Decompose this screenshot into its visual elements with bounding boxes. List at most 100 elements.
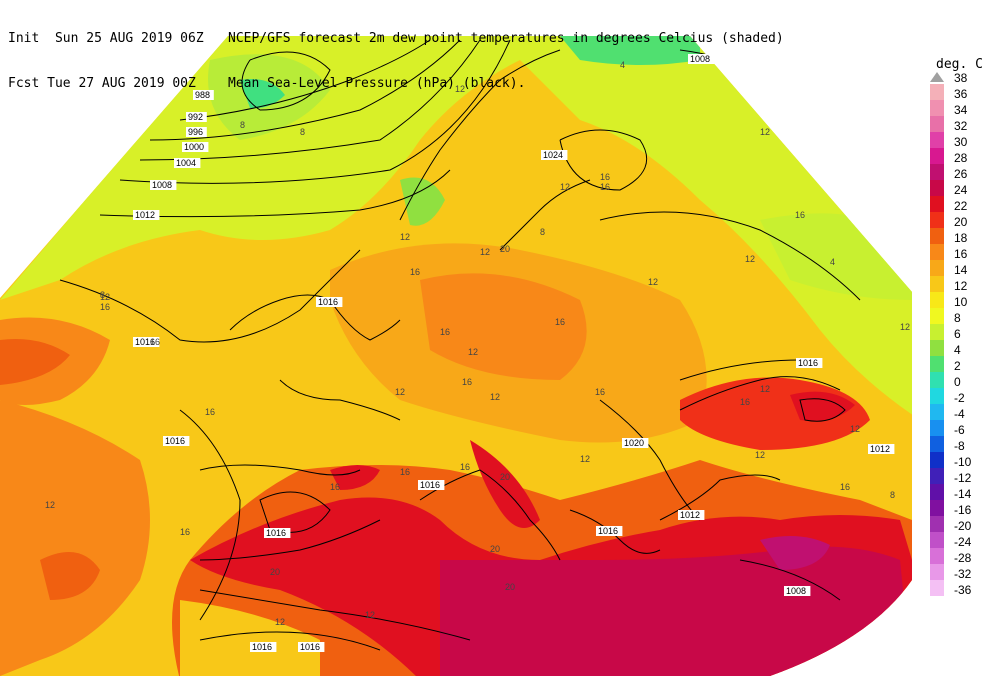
pressure-label-bg: [133, 337, 160, 347]
pressure-label-bg: [596, 526, 623, 536]
legend-swatch: [930, 292, 944, 308]
legend-label: -12: [954, 471, 972, 485]
legend-swatch: [930, 84, 944, 100]
legend-swatch: [930, 532, 944, 548]
dewpoint-label: 20: [505, 582, 515, 592]
legend-label: 16: [954, 247, 968, 261]
dewpoint-label: 8: [540, 227, 545, 237]
legend-label: -20: [954, 519, 972, 533]
legend-label: -2: [954, 391, 965, 405]
pressure-label-bg: [193, 90, 214, 100]
legend-label: -16: [954, 503, 972, 517]
dewpoint-label: 12: [100, 292, 110, 302]
dewpoint-label: 16: [555, 317, 565, 327]
dewpoint-label: 12: [745, 254, 755, 264]
pressure-label: 992: [188, 112, 203, 122]
dewpoint-label: 4: [620, 60, 625, 70]
init-time: Init Sun 25 AUG 2019 06Z: [8, 31, 204, 46]
dewpoint-label: 12: [900, 322, 910, 332]
dewpoint-label: 4: [830, 257, 835, 267]
dewpoint-label: 12: [760, 127, 770, 137]
pressure-label-bg: [796, 358, 823, 368]
legend-label: 24: [954, 183, 968, 197]
pressure-label-bg: [133, 210, 160, 220]
forecast-time: Fcst Tue 27 AUG 2019 00Z: [8, 76, 196, 91]
dewpoint-label: 12: [560, 182, 570, 192]
pressure-label: 1016: [318, 297, 338, 307]
dewpoint-label: 16: [600, 172, 610, 182]
dewpoint-label: 16: [795, 210, 805, 220]
dewpoint-label: 16: [840, 482, 850, 492]
legend-swatch: [930, 388, 944, 404]
pressure-label-bg: [250, 642, 277, 652]
pressure-label: 1016: [165, 436, 185, 446]
pressure-label-bg: [298, 642, 325, 652]
legend-swatch: [930, 548, 944, 564]
pressure-label: 1008: [690, 54, 710, 64]
legend-label: -8: [954, 439, 965, 453]
pressure-label-bg: [622, 438, 649, 448]
dewpoint-label: 16: [330, 482, 340, 492]
pressure-label: 988: [195, 90, 210, 100]
legend-label: 6: [954, 327, 961, 341]
dewpoint-label: 12: [468, 347, 478, 357]
legend-label: 4: [954, 343, 961, 357]
legend-swatch: [930, 516, 944, 532]
pressure-label: 1016: [420, 480, 440, 490]
dewpoint-label: 16: [462, 377, 472, 387]
legend-label: 26: [954, 167, 968, 181]
legend-swatch: [930, 116, 944, 132]
legend-swatch: [930, 180, 944, 196]
dewpoint-label: 20: [490, 544, 500, 554]
pressure-label: 1016: [598, 526, 618, 536]
coastlines: [199, 49, 841, 641]
pressure-label: 1012: [680, 510, 700, 520]
pressure-label-bg: [868, 444, 895, 454]
legend-swatch: [930, 324, 944, 340]
legend-swatch: [930, 196, 944, 212]
pressure-label-bg: [186, 112, 207, 122]
dewpoint-label: 12: [275, 617, 285, 627]
pressure-label: 1016: [252, 642, 272, 652]
pressure-label-bg: [541, 150, 568, 160]
legend-swatch: [930, 436, 944, 452]
dewpoint-label: 12: [395, 387, 405, 397]
legend-label: -6: [954, 423, 965, 437]
dewpoint-label: 16: [440, 327, 450, 337]
legend-swatch: [930, 484, 944, 500]
legend-swatch: [930, 212, 944, 228]
legend-label: 30: [954, 135, 968, 149]
legend-label: -4: [954, 407, 965, 421]
legend-swatch: [930, 500, 944, 516]
legend-label: -24: [954, 535, 972, 549]
legend-label: -36: [954, 583, 972, 597]
pressure-label: 1016: [300, 642, 320, 652]
legend-swatch: [930, 404, 944, 420]
map-title: NCEP/GFS forecast 2m dew point temperatu…: [228, 1, 784, 106]
legend-label: 18: [954, 231, 968, 245]
dewpoint-label: 12: [850, 424, 860, 434]
legend-swatch: [930, 580, 944, 596]
pressure-label: 1008: [152, 180, 172, 190]
pressure-label: 1004: [176, 158, 196, 168]
dewpoint-label: 16: [150, 337, 160, 347]
pressure-label-bg: [688, 54, 715, 64]
dewpoint-label: 12: [760, 384, 770, 394]
legend-swatch: [930, 340, 944, 356]
title-line-2: Mean Sea-Level Pressure (hPa) (black).: [228, 76, 526, 91]
pressure-label: 1016: [135, 337, 155, 347]
legend-swatch: [930, 164, 944, 180]
dewpoint-label: 12: [490, 392, 500, 402]
dewpoint-label: 12: [455, 84, 465, 94]
title-line-1: NCEP/GFS forecast 2m dew point temperatu…: [228, 31, 784, 46]
dewpoint-labels: 1288121612841216161216161212161616202012…: [45, 60, 910, 627]
pressure-label-bg: [150, 180, 177, 190]
legend-label: 36: [954, 87, 968, 101]
pressure-label: 1016: [266, 528, 286, 538]
dewpoint-label: 8: [100, 290, 105, 300]
color-legend: 38363432302826242220181614121086420-2-4-…: [930, 71, 972, 597]
pressure-label: 1012: [870, 444, 890, 454]
pressure-label-bg: [264, 528, 291, 538]
pressure-label-bg: [174, 158, 201, 168]
dewpoint-label: 16: [205, 407, 215, 417]
